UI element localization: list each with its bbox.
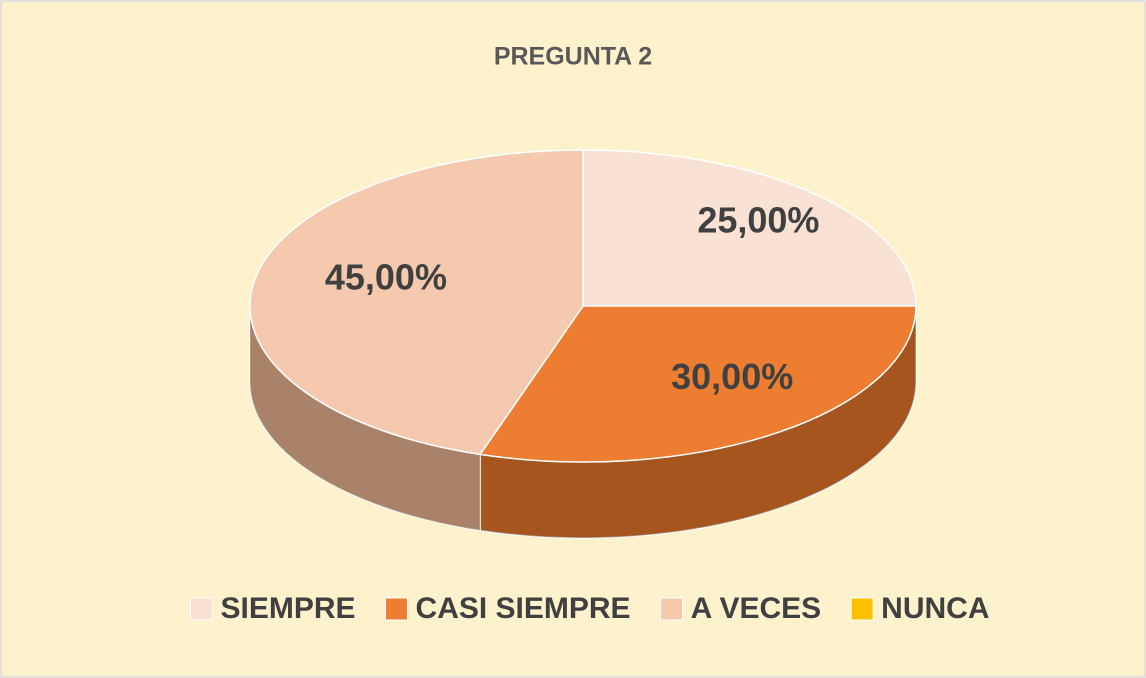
legend: SIEMPRE CASI SIEMPRE A VECES NUNCA — [190, 592, 990, 625]
legend-swatch — [385, 597, 409, 621]
legend-swatch — [660, 597, 684, 621]
chart-title: PREGUNTA 2 — [494, 43, 652, 71]
legend-label: A VECES — [691, 592, 822, 625]
pie-tops — [249, 149, 917, 463]
legend-label: NUNCA — [881, 592, 989, 625]
data-label: 45,00% — [325, 256, 447, 297]
slice — [478, 305, 917, 463]
data-label: 25,00% — [697, 200, 819, 241]
slice-side-shade — [250, 306, 481, 531]
legend-swatch — [850, 597, 874, 621]
data-label: 30,00% — [671, 356, 793, 397]
slice-side-shade — [480, 306, 916, 538]
legend-label: CASI SIEMPRE — [416, 592, 631, 625]
slice — [582, 149, 917, 307]
legend-swatch — [190, 597, 213, 621]
legend-label: SIEMPRE — [221, 592, 356, 625]
slice — [249, 149, 584, 456]
